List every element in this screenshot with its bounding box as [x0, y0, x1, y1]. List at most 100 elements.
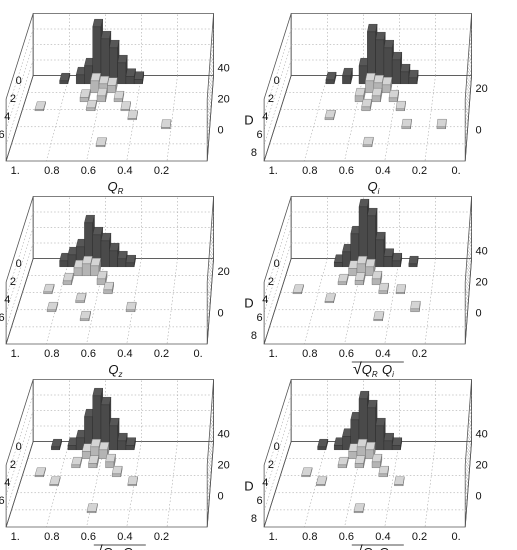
x-tick-label: 0.	[193, 348, 202, 360]
bar	[98, 441, 110, 460]
x-tick-label: 1.	[269, 531, 278, 543]
bar	[34, 467, 46, 478]
bar	[354, 87, 366, 103]
x-tick-label: 0.2	[154, 165, 169, 177]
x-tick-label: 0.4	[375, 531, 390, 543]
bar	[111, 465, 123, 478]
z-tick-label: 20	[218, 94, 230, 106]
chart-panel-sqrt-qr-qi: 1. 0.8 0.6 0.4 0.2 0 2 4 6 8 D 0 20 40 √QR Qi	[244, 183, 516, 379]
bar	[62, 272, 74, 286]
x-tick-label: 0.	[451, 531, 460, 543]
chart-qz: 1.0.80.60.40.20.02468D020Qz	[0, 196, 230, 379]
bar	[316, 476, 328, 487]
bar	[394, 476, 405, 487]
bar	[71, 456, 83, 469]
bar	[125, 301, 137, 313]
bar	[90, 257, 101, 277]
bar	[354, 455, 366, 469]
bar	[325, 71, 337, 85]
x-tick-label: 0.8	[44, 348, 59, 360]
x-tick-labels: 1. 0.8 0.6 0.4 0.2	[11, 531, 169, 543]
bar	[292, 284, 304, 295]
bar	[383, 432, 394, 451]
x-tick-label: 1.	[269, 348, 278, 360]
bar	[96, 270, 108, 286]
x-tick-label: 0.8	[44, 165, 59, 177]
y-tick-label: 6	[0, 495, 5, 507]
bar	[34, 101, 46, 112]
bars	[43, 215, 137, 322]
y-tick-label: 8	[251, 513, 257, 525]
x-tick-label: 0.4	[375, 348, 390, 360]
x-axis-label: √QR Qi	[353, 361, 395, 379]
z-tick-label: 40	[476, 246, 488, 258]
y-axis-label: D	[244, 113, 253, 128]
bar	[324, 109, 336, 121]
bars	[34, 19, 172, 148]
x-tick-label: 0.8	[302, 165, 317, 177]
bar	[381, 76, 393, 94]
bar	[86, 503, 98, 514]
x-axis-label: √QR Qz	[94, 544, 138, 550]
bar	[395, 284, 406, 295]
z-tick-label: 20	[476, 83, 488, 95]
bar	[95, 137, 107, 148]
x-tick-label: 1.	[11, 165, 20, 177]
z-tick-label: 40	[218, 429, 230, 441]
y-tick-labels: 024 68	[251, 75, 280, 159]
bar	[371, 87, 383, 103]
x-tick-label: 0.8	[302, 348, 317, 360]
bar	[378, 465, 389, 478]
bar	[96, 87, 108, 103]
x-tick-label: 0.2	[154, 531, 169, 543]
bar	[109, 243, 120, 268]
z-tick-label: 0	[476, 308, 482, 320]
x-tick-label: 1.	[11, 531, 20, 543]
bar	[51, 438, 62, 451]
bar	[301, 467, 313, 478]
x-tick-label: 0.6	[339, 531, 354, 543]
z-tick-label: 20	[218, 266, 230, 278]
x-tick-label: 1.	[11, 348, 20, 360]
y-tick-label: 0	[16, 75, 22, 87]
bar	[125, 437, 136, 451]
y-tick-label: 0	[16, 258, 22, 270]
z-tick-labels: 0 20	[218, 266, 230, 319]
z-tick-label: 0	[218, 491, 224, 503]
x-tick-label: 0.6	[339, 348, 354, 360]
bar	[361, 98, 372, 112]
bar	[46, 301, 59, 313]
y-tick-label: 2	[268, 93, 274, 105]
x-tick-label: 0.4	[117, 165, 132, 177]
y-tick-label: 8	[251, 330, 257, 342]
bar	[337, 273, 349, 286]
bar	[365, 441, 376, 460]
x-tick-label: 0.6	[81, 165, 96, 177]
bar	[317, 438, 329, 451]
bar	[127, 476, 138, 487]
bar	[81, 255, 93, 277]
bar	[391, 437, 403, 451]
bar	[378, 282, 389, 295]
bar	[43, 283, 55, 295]
x-tick-labels: 1. 0.8 0.6 0.4 0.2	[269, 348, 427, 360]
x-axis-label: Qz	[108, 362, 123, 379]
z-tick-label: 20	[476, 277, 488, 289]
bar	[59, 72, 71, 85]
x-tick-label: 1.	[269, 165, 278, 177]
bar	[86, 99, 97, 112]
axes-box	[5, 196, 215, 345]
bar	[410, 300, 421, 313]
bars	[324, 24, 447, 148]
y-tick-label: 2	[10, 459, 16, 471]
z-tick-labels: 0 20 40	[218, 63, 230, 137]
x-tick-label: 0.8	[302, 531, 317, 543]
x-tick-label: 0.	[451, 165, 460, 177]
bar	[324, 293, 336, 304]
bar	[400, 63, 411, 85]
bar	[79, 89, 91, 103]
